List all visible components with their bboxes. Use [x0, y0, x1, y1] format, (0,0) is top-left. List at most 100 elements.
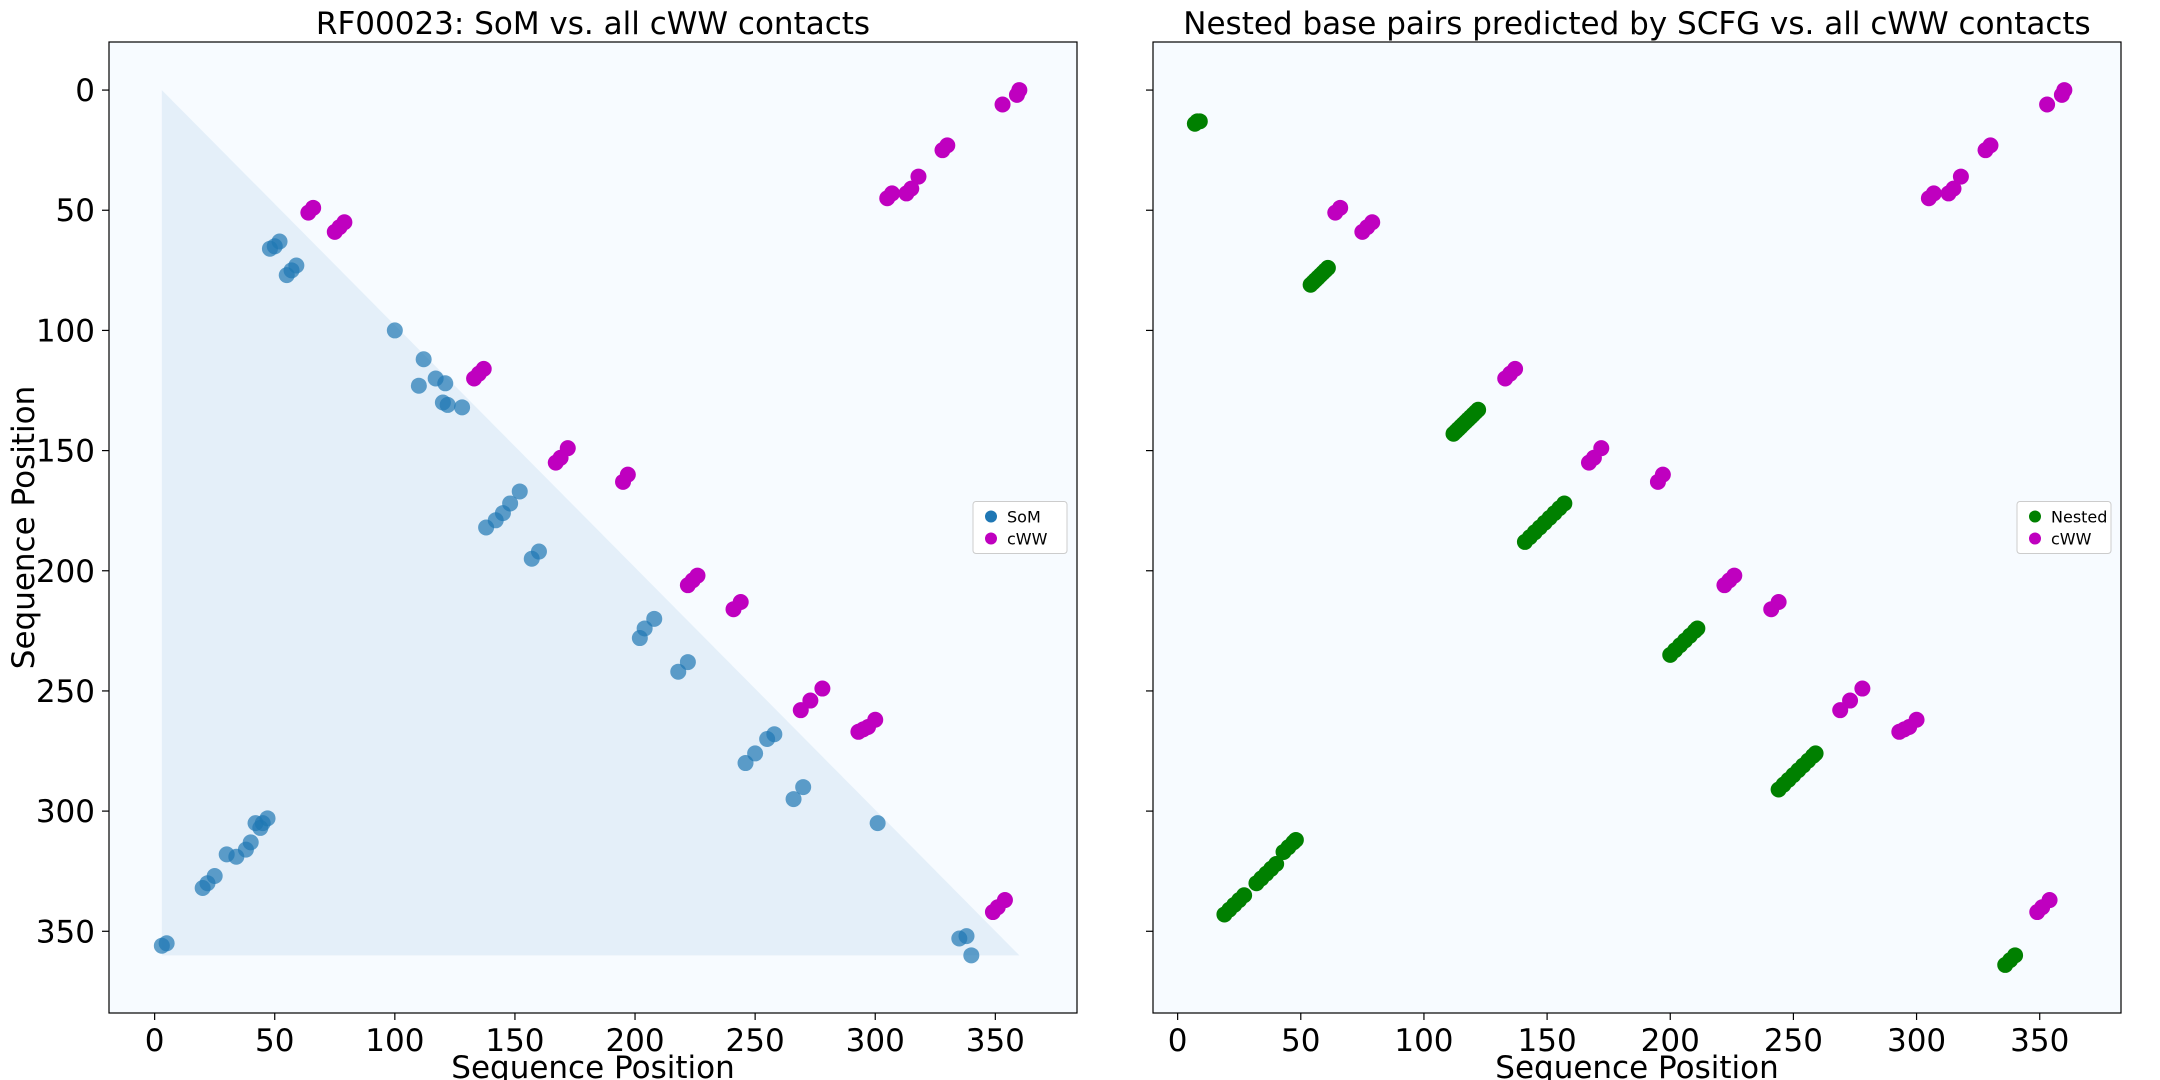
legend-label: SoM — [1007, 508, 1041, 527]
y-tick-label: 50 — [56, 193, 95, 229]
point — [1268, 855, 1285, 872]
legend-label: Nested — [2051, 508, 2107, 527]
point — [1191, 113, 1208, 130]
point — [336, 214, 353, 231]
y-tick-label: 350 — [36, 914, 95, 950]
x-tick-label: 0 — [1168, 1023, 1188, 1059]
point — [910, 168, 927, 185]
point — [1008, 86, 1025, 103]
point — [439, 396, 456, 413]
y-tick-label: 200 — [36, 554, 95, 590]
point — [1854, 680, 1871, 697]
point — [475, 360, 492, 377]
point — [869, 815, 886, 832]
x-tick-label: 100 — [1394, 1023, 1453, 1059]
point — [1842, 692, 1859, 709]
x-tick-label: 300 — [846, 1023, 905, 1059]
legend: SoM cWW — [972, 501, 1068, 554]
y-tick-label: 300 — [36, 794, 95, 830]
point — [2053, 86, 2070, 103]
y-tick-label: 150 — [36, 434, 95, 470]
point — [410, 377, 427, 394]
point — [454, 399, 471, 416]
x-tick-label: 50 — [1281, 1023, 1320, 1059]
point — [631, 630, 648, 647]
legend-label: cWW — [2051, 530, 2092, 549]
x-tick-label: 350 — [966, 1023, 1025, 1059]
point — [2039, 96, 2056, 113]
point — [903, 180, 920, 197]
x-tick-label: 250 — [1764, 1023, 1823, 1059]
y-axis-label: Sequence Position — [6, 386, 42, 669]
point — [415, 351, 432, 368]
legend-marker — [985, 532, 997, 545]
point — [153, 937, 170, 954]
point — [1925, 185, 1942, 202]
point — [759, 731, 776, 748]
point — [795, 779, 812, 796]
axes-frame — [1152, 41, 2122, 1014]
point — [194, 880, 211, 897]
point — [218, 846, 235, 863]
point — [1726, 567, 1743, 584]
x-tick-label: 150 — [1518, 1023, 1577, 1059]
point — [1287, 831, 1304, 848]
point — [386, 322, 403, 339]
point — [523, 550, 540, 567]
point — [732, 594, 749, 611]
point — [867, 711, 884, 728]
point — [1556, 495, 1573, 512]
legend-marker — [2029, 510, 2041, 523]
point — [478, 519, 495, 536]
point — [1770, 594, 1787, 611]
y-tick-label: 100 — [36, 313, 95, 349]
axes-frame — [108, 41, 1078, 1014]
x-axis-label: Sequence Position — [451, 1050, 734, 1080]
point — [300, 204, 317, 221]
point — [814, 680, 831, 697]
point — [1319, 259, 1336, 276]
panel: 0 50 100 150 200 250 300 350 Nested base pairs p… — [1146, 6, 2122, 1080]
x-axis-label: Sequence Position — [1495, 1050, 1778, 1080]
x-tick-label: 100 — [365, 1023, 424, 1059]
point — [802, 692, 819, 709]
point — [252, 819, 269, 836]
legend: Nested cWW — [2016, 501, 2112, 554]
point — [1982, 137, 1999, 154]
point — [2007, 947, 2024, 964]
point — [670, 663, 687, 680]
point — [288, 257, 305, 274]
point — [996, 892, 1013, 909]
point — [1945, 180, 1962, 197]
point — [1807, 745, 1824, 762]
x-tick-label: 250 — [726, 1023, 785, 1059]
point — [1470, 401, 1487, 418]
chart-title: RF00023: SoM vs. all cWW contacts — [316, 6, 870, 42]
x-tick-label: 0 — [145, 1023, 165, 1059]
point — [689, 567, 706, 584]
x-tick-label: 50 — [255, 1023, 294, 1059]
legend-marker — [2029, 532, 2041, 545]
point — [1507, 360, 1524, 377]
point — [1654, 466, 1671, 483]
point — [737, 755, 754, 772]
point — [1689, 620, 1706, 637]
legend-label: cWW — [1007, 530, 1048, 549]
y-tick-label: 0 — [75, 73, 95, 109]
plot-area — [1153, 42, 2121, 1013]
point — [1593, 440, 1610, 457]
point — [1327, 204, 1344, 221]
point — [1364, 214, 1381, 231]
point — [785, 791, 802, 808]
som-background — [161, 90, 1020, 956]
x-tick-label: 300 — [1887, 1023, 1946, 1059]
point — [437, 375, 454, 392]
chart-title: Nested base pairs predicted by SCFG vs. … — [1183, 6, 2090, 42]
point — [884, 185, 901, 202]
panel: 0 50 100 150 200 250 300 350 0 50 100 150 200 250 300 3… — [6, 6, 1078, 1080]
point — [963, 947, 980, 964]
legend-marker — [985, 510, 997, 523]
point — [2041, 892, 2058, 909]
point — [511, 483, 528, 500]
x-tick-label: 200 — [605, 1023, 664, 1059]
